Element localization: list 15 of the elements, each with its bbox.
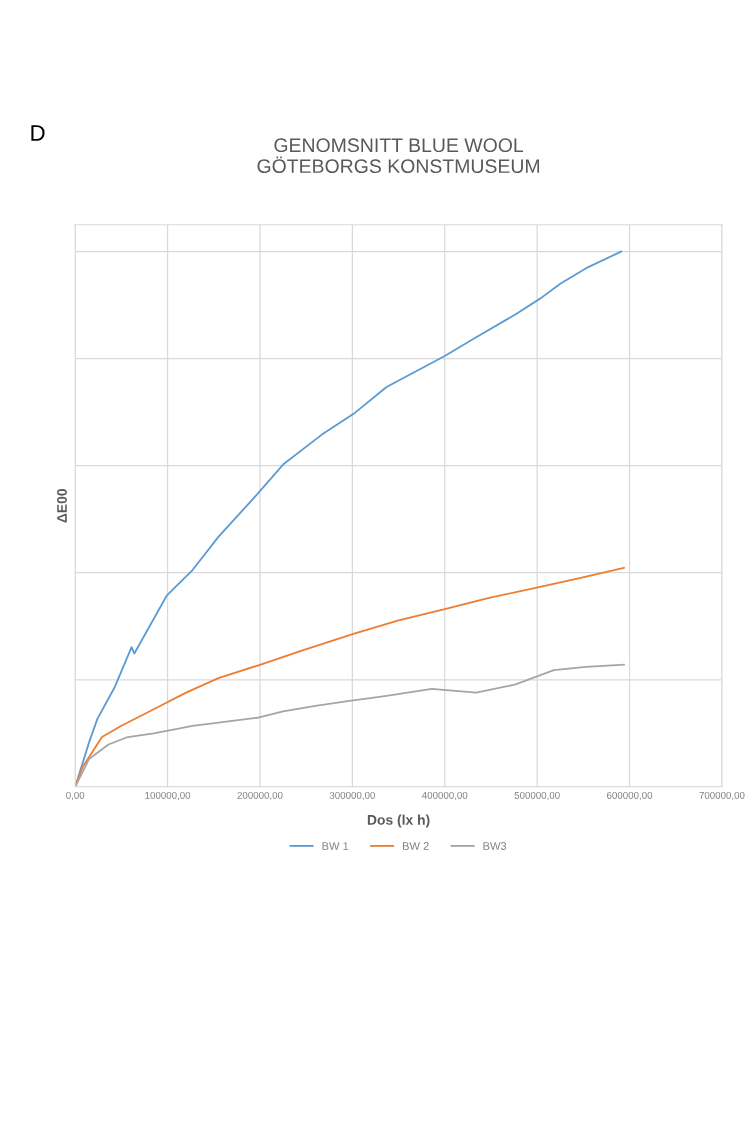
x-tick-label: 200000,00 <box>237 791 283 800</box>
legend-label: BW 2 <box>402 842 429 850</box>
x-tick-label: 400000,00 <box>422 791 468 800</box>
chart-title: GENOMSNITT BLUE WOOL GÖTEBORGS KONSTMUSEUM <box>257 138 540 174</box>
x-tick-label: 100000,00 <box>145 791 191 800</box>
x-tick-label: 0,00 <box>66 791 85 800</box>
legend-label: BW 1 <box>322 842 349 850</box>
x-tick-label: 700000,00 <box>699 791 745 800</box>
y-axis-title: ΔE00 <box>57 489 67 523</box>
x-tick-label: 300000,00 <box>329 791 375 800</box>
x-axis-title: Dos (lx h) <box>367 814 430 828</box>
legend-label: BW3 <box>483 842 507 850</box>
x-tick-label: 500000,00 <box>514 791 560 800</box>
x-tick-label: 600000,00 <box>607 791 653 800</box>
text: D <box>31 125 45 141</box>
